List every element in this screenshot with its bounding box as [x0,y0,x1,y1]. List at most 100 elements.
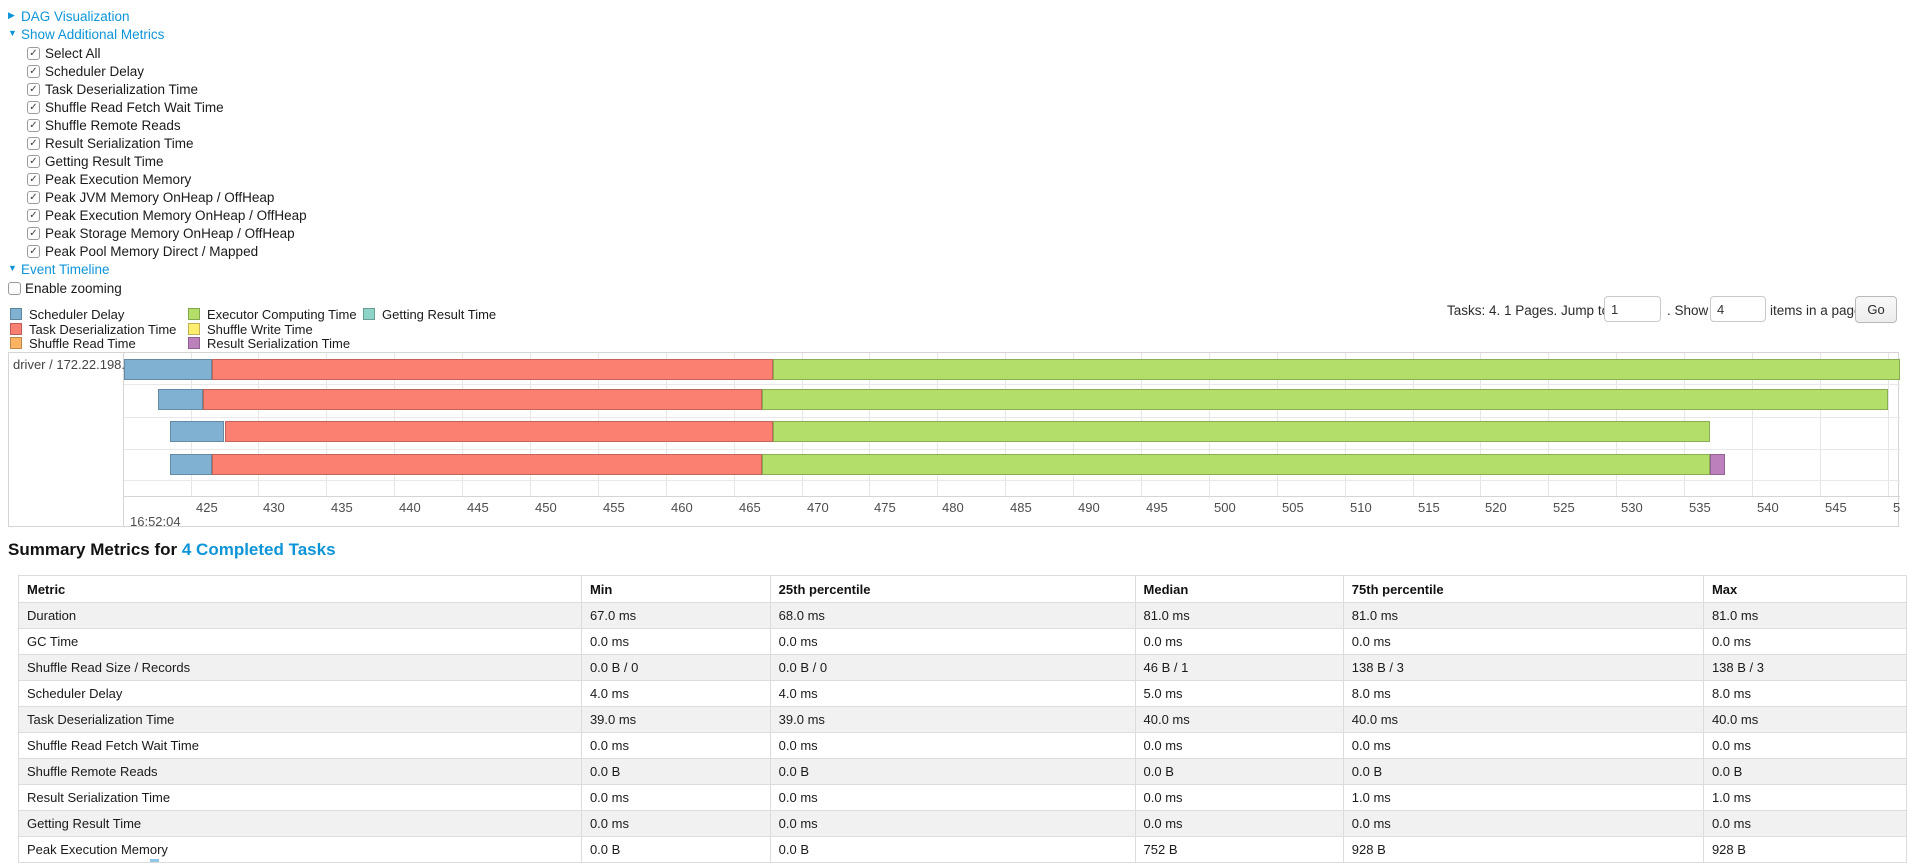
axis-gridline [1752,353,1753,496]
summary-table-row: Shuffle Read Fetch Wait Time 0.0 ms 0.0 ms… [18,732,1907,759]
task-bar-segment-executor-computing[interactable] [773,359,1900,380]
task-bar-segment-executor-computing[interactable] [773,421,1710,442]
go-button[interactable]: Go [1855,296,1897,323]
completed-tasks-link[interactable]: 4 Completed Tasks [181,540,336,559]
summary-table-row: Scheduler Delay 4.0 ms 4.0 ms 5.0 ms 8.0 ms 8… [18,680,1907,707]
axis-gridline [1888,353,1889,496]
legend-item-label: Scheduler Delay [29,307,125,322]
tasks-pagination-text: Tasks: 4. 1 Pages. Jump to [1447,303,1610,318]
task-bar-segment-result-serialization[interactable] [1709,454,1725,475]
event-timeline-label: Event Timeline [21,262,110,277]
task-bar-segment-task-deserialization[interactable] [212,359,774,380]
metric-value-cell: 0.0 ms [1134,732,1344,759]
legend-item-label: Executor Computing Time [207,307,357,322]
task-bar-segment-scheduler-delay[interactable] [170,421,225,442]
metric-value-cell: 39.0 ms [580,706,771,733]
enable-zooming-label: Enable zooming [25,281,122,296]
task-bar-segment-task-deserialization[interactable] [212,454,763,475]
axis-tick-label: 535 [1689,500,1711,515]
metric-value-cell: 4.0 ms [580,680,771,707]
axis-tick-label: 505 [1282,500,1304,515]
executor-computing-swatch-icon [188,308,200,320]
metric-value-cell: 0.0 ms [769,810,1136,837]
metric-checkbox[interactable]: ✓ [27,137,40,150]
axis-tick-label: 470 [807,500,829,515]
task-bar-segment-executor-computing[interactable] [762,454,1710,475]
metric-value-cell: 81.0 ms [1134,602,1344,629]
task-bar-segment-scheduler-delay[interactable] [124,359,213,380]
metric-checkbox[interactable]: ✓ [27,47,40,60]
task-bar-segment-scheduler-delay[interactable] [157,389,203,410]
axis-tick-label: 545 [1825,500,1847,515]
metric-name-cell: Result Serialization Time [18,784,582,811]
metric-value-cell: 40.0 ms [1342,706,1704,733]
metric-value-cell: 0.0 ms [1702,628,1907,655]
metric-checkbox[interactable]: ✓ [27,173,40,186]
axis-tick-label: 500 [1214,500,1236,515]
shuffle-write-swatch-icon [188,322,200,335]
metric-name-cell: Shuffle Read Fetch Wait Time [18,732,582,759]
summary-table-row: Shuffle Remote Reads 0.0 B 0.0 B 0.0 B 0.0 B… [18,758,1907,785]
metric-name-cell: Getting Result Time [18,810,582,837]
metric-name-cell: Duration [18,602,582,629]
metric-value-cell: 0.0 B [769,758,1136,785]
enable-zooming-checkbox[interactable] [8,282,21,295]
task-bar-segment-task-deserialization[interactable] [202,389,763,410]
metric-checkbox[interactable]: ✓ [27,65,40,78]
metric-value-cell: 928 B [1702,836,1907,863]
expanded-arrow-icon: ▼ [8,28,17,38]
legend-item-label: Result Serialization Time [207,336,351,351]
metric-checkbox-label: Peak Pool Memory Direct / Mapped [45,244,259,259]
axis-tick-label: 490 [1078,500,1100,515]
summary-column-header: 25th percentile [769,575,1136,603]
metric-checkbox[interactable]: ✓ [27,227,40,240]
row-separator-line [124,480,1900,481]
metric-value-cell: 81.0 ms [1342,602,1704,629]
summary-table-row: Task Deserialization Time 39.0 ms 39.0 ms 4… [18,706,1907,733]
metric-checkbox[interactable]: ✓ [27,245,40,258]
items-per-page-input[interactable] [1710,296,1766,322]
metric-value-cell: 0.0 B [769,836,1136,863]
summary-column-header: Metric [18,575,582,603]
task-bar-segment-scheduler-delay[interactable] [170,454,213,475]
metric-value-cell: 8.0 ms [1702,680,1907,707]
show-additional-metrics-label: Show Additional Metrics [21,27,165,42]
summary-table-row: Getting Result Time 0.0 ms 0.0 ms 0.0 ms 0.0… [18,810,1907,837]
task-bar-segment-executor-computing[interactable] [762,389,1888,410]
pagination-suffix-text: items in a page. [1770,303,1866,318]
legend-item-label: Shuffle Write Time [207,321,313,337]
summary-table-row: Result Serialization Time 0.0 ms 0.0 ms 0.0… [18,784,1907,811]
axis-tick-label: 450 [535,500,557,515]
metric-value-cell: 0.0 ms [580,784,771,811]
collapsed-arrow-icon: ▶ [8,10,15,20]
jump-to-page-input[interactable] [1604,296,1661,322]
axis-tick-label: 435 [331,500,353,515]
metric-value-cell: 46 B / 1 [1134,654,1344,681]
metric-checkbox[interactable]: ✓ [27,101,40,114]
metric-value-cell: 0.0 ms [1342,810,1704,837]
metric-value-cell: 0.0 ms [1134,628,1344,655]
metric-checkbox[interactable]: ✓ [27,155,40,168]
summary-metrics-title: Summary Metrics for 4 Completed Tasks [8,540,336,560]
timeline-plot-area [124,353,1900,496]
metric-checkbox[interactable]: ✓ [27,83,40,96]
metric-value-cell: 0.0 ms [1702,732,1907,759]
axis-tick-label: 430 [263,500,285,515]
metric-value-cell: 0.0 B [1702,758,1907,785]
task-bar-segment-task-deserialization[interactable] [224,421,774,442]
metric-checkbox[interactable]: ✓ [27,191,40,204]
metric-value-cell: 0.0 ms [580,628,771,655]
metric-value-cell: 67.0 ms [580,602,771,629]
summary-table-row: Peak Execution Memory 0.0 B 0.0 B 752 B 928 … [18,836,1907,863]
metric-value-cell: 0.0 ms [1702,810,1907,837]
summary-column-header: 75th percentile [1342,575,1704,603]
metric-checkbox[interactable]: ✓ [27,209,40,222]
metric-checkbox[interactable]: ✓ [27,119,40,132]
summary-table-row: Shuffle Read Size / Records 0.0 B / 0 0.0 … [18,654,1907,681]
metric-name-cell: Task Deserialization Time [18,706,582,733]
shuffle-read-swatch-icon [10,337,22,349]
metric-value-cell: 8.0 ms [1342,680,1704,707]
metric-value-cell: 0.0 B [1342,758,1704,785]
expanded-arrow-icon: ▼ [8,263,17,273]
